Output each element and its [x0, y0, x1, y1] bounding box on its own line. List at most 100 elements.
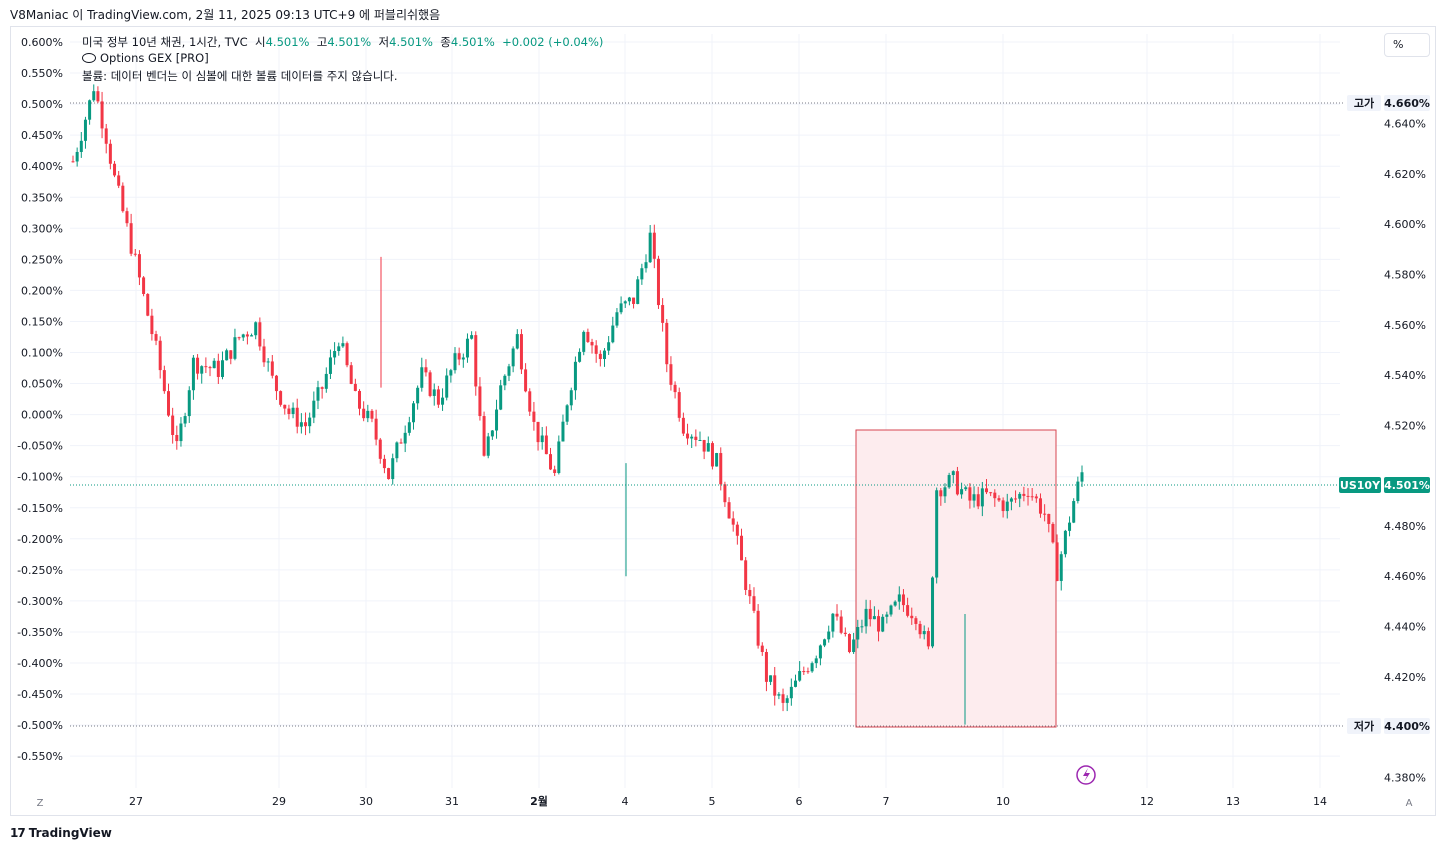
time-tick-label: 27 — [129, 795, 143, 808]
candle-body — [158, 340, 162, 371]
candle-body — [333, 351, 337, 358]
time-tick-label: 31 — [445, 795, 459, 808]
high-tag-bg — [1347, 95, 1381, 111]
candle-body — [482, 416, 486, 456]
time-axis-right-corner: A — [1406, 798, 1413, 809]
candle-body — [860, 626, 864, 628]
right-tick-label: 4.480% — [1384, 520, 1426, 533]
candle-body — [75, 151, 79, 162]
candle-body — [972, 494, 976, 501]
candle-body — [968, 487, 972, 501]
left-tick-label: 0.450% — [21, 129, 63, 142]
candle-body — [602, 350, 606, 360]
candle-body — [295, 407, 299, 427]
low-label: 저 — [378, 35, 390, 49]
candle-body — [146, 294, 150, 316]
chart-frame[interactable] — [10, 26, 1436, 816]
candle-body — [220, 360, 224, 377]
candle-body — [511, 348, 515, 367]
candle-body — [764, 651, 768, 682]
close-label: 종 — [440, 35, 451, 49]
time-axis[interactable]: 27 29 30 31 2월 4 5 6 7 10 12 13 14 Z A — [37, 794, 1413, 809]
candle-body — [1072, 501, 1076, 523]
time-tick-label: 30 — [359, 795, 373, 808]
close-value: 4.501% — [450, 35, 495, 49]
candle-body — [839, 616, 843, 633]
candle-body — [1022, 493, 1026, 496]
candle-body — [391, 458, 395, 480]
alert-lightning-icon[interactable] — [1076, 765, 1096, 785]
candle-body — [727, 502, 731, 519]
candle-body — [308, 417, 312, 427]
candle-body — [561, 421, 565, 442]
left-tick-label: -0.450% — [17, 688, 63, 701]
candle-body — [316, 387, 320, 401]
candle-body — [901, 594, 905, 606]
candle-body — [519, 334, 523, 370]
left-tick-label: 0.300% — [21, 222, 63, 235]
candle-body — [881, 616, 885, 632]
candle-body — [582, 331, 586, 352]
candle-body — [989, 492, 993, 494]
candle-body — [756, 610, 760, 646]
symbol-tag-bg — [1339, 477, 1381, 493]
candle-body — [108, 143, 112, 164]
candle-body — [129, 223, 133, 254]
candle-body — [245, 334, 249, 337]
candle-body — [250, 335, 254, 337]
candle-body — [1026, 495, 1030, 497]
candle-body — [1014, 498, 1018, 500]
candle-body — [104, 128, 108, 144]
candle-body — [1018, 493, 1022, 499]
left-axis[interactable]: 0.600% 0.550% 0.500% 0.450% 0.400% 0.350% 0.30… — [17, 36, 63, 763]
indicator-legend[interactable]: Options GEX [PRO] — [82, 51, 209, 65]
time-tick-label: 2월 — [530, 794, 548, 808]
candle-body — [171, 415, 175, 435]
footer-brand[interactable]: 17 TradingView — [10, 826, 112, 840]
candle-body — [565, 405, 569, 422]
candle-body — [943, 487, 947, 497]
publish-header: V8Maniac 이 TradingView.com, 2월 11, 2025 … — [10, 8, 441, 22]
percent-scale-button[interactable]: % — [1384, 33, 1430, 57]
candle-body — [719, 453, 723, 485]
candle-body — [1030, 496, 1034, 498]
candle-body — [793, 680, 797, 687]
right-tick-label: 4.380% — [1384, 771, 1426, 784]
candle-body — [1051, 523, 1055, 543]
candle-body — [1055, 542, 1059, 581]
candle-body — [411, 403, 415, 423]
candle-body — [175, 434, 179, 442]
candle-body — [868, 608, 872, 620]
candle-body — [980, 488, 984, 507]
candle-body — [486, 436, 490, 456]
candle-body — [407, 422, 411, 433]
last-price-tag-bg — [1384, 477, 1430, 493]
candle-body — [416, 387, 420, 404]
candles — [71, 84, 1084, 725]
candle-body — [370, 410, 374, 419]
symbol-legend[interactable]: 미국 정부 10년 채권, 1시간, TVC 시4.501% 고4.501% 저… — [82, 34, 603, 50]
candle-body — [677, 392, 681, 418]
candle-body — [258, 322, 262, 347]
candle-body — [586, 331, 590, 342]
change-value: +0.002 (+0.04%) — [502, 35, 604, 49]
right-tick-label: 4.420% — [1384, 671, 1426, 684]
candle-body — [740, 535, 744, 561]
right-axis[interactable]: 4.640% 4.620% 4.600% 4.580% 4.560% 4.540% 4.52… — [1384, 118, 1426, 785]
candle-body — [694, 436, 698, 441]
candle-body — [366, 410, 370, 419]
candle-body — [885, 614, 889, 617]
left-tick-label: -0.150% — [17, 502, 63, 515]
candle-body — [225, 350, 229, 361]
candle-body — [777, 694, 781, 696]
candle-body — [1001, 500, 1005, 512]
right-tick-label: 4.540% — [1384, 369, 1426, 382]
candle-body — [731, 518, 735, 525]
left-tick-label: -0.550% — [17, 750, 63, 763]
candle-body — [83, 119, 87, 141]
eye-icon[interactable] — [82, 53, 96, 63]
candle-body — [1076, 481, 1080, 502]
candle-body — [686, 433, 690, 439]
candle-body — [490, 430, 494, 437]
